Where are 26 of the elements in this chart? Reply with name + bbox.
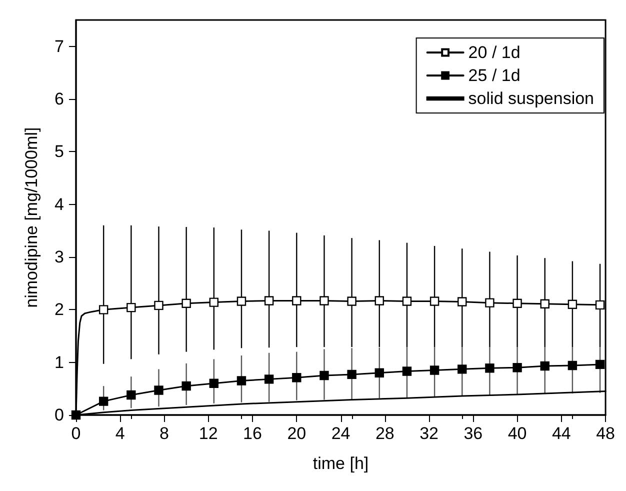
x-tick-label: 4	[115, 424, 125, 443]
y-axis-title: nimodipine [mg/1000ml]	[22, 127, 41, 308]
x-tick-label: 36	[464, 424, 483, 443]
y-tick-label: 6	[54, 90, 64, 108]
x-tick-label: 12	[198, 424, 218, 443]
y-tick-label: 3	[54, 248, 64, 266]
x-axis-title: time [h]	[312, 454, 369, 473]
x-tick-label: 48	[596, 424, 616, 443]
x-tick-label: 24	[331, 424, 350, 443]
x-tick-label: 40	[508, 424, 527, 443]
x-tick-label: 32	[420, 424, 438, 443]
y-tick-label: 7	[54, 36, 64, 56]
x-tick-label: 8	[160, 424, 169, 443]
x-tick-label: 16	[243, 424, 262, 443]
legend-label: solid suspension	[468, 89, 594, 108]
x-tick-label: 28	[375, 424, 394, 443]
x-tick-label: 20	[287, 424, 306, 443]
x-tick-label: 44	[552, 424, 571, 443]
legend-label: 25 / 1d	[468, 66, 520, 85]
y-tick-label: 2	[54, 300, 64, 320]
y-tick-label: 1	[54, 352, 64, 372]
legend-label: 20 / 1d	[468, 43, 520, 62]
y-tick-label: 0	[54, 406, 64, 424]
y-tick-label: 4	[54, 194, 64, 214]
y-tick-label: 5	[54, 142, 64, 162]
x-tick-label: 0	[71, 424, 81, 443]
